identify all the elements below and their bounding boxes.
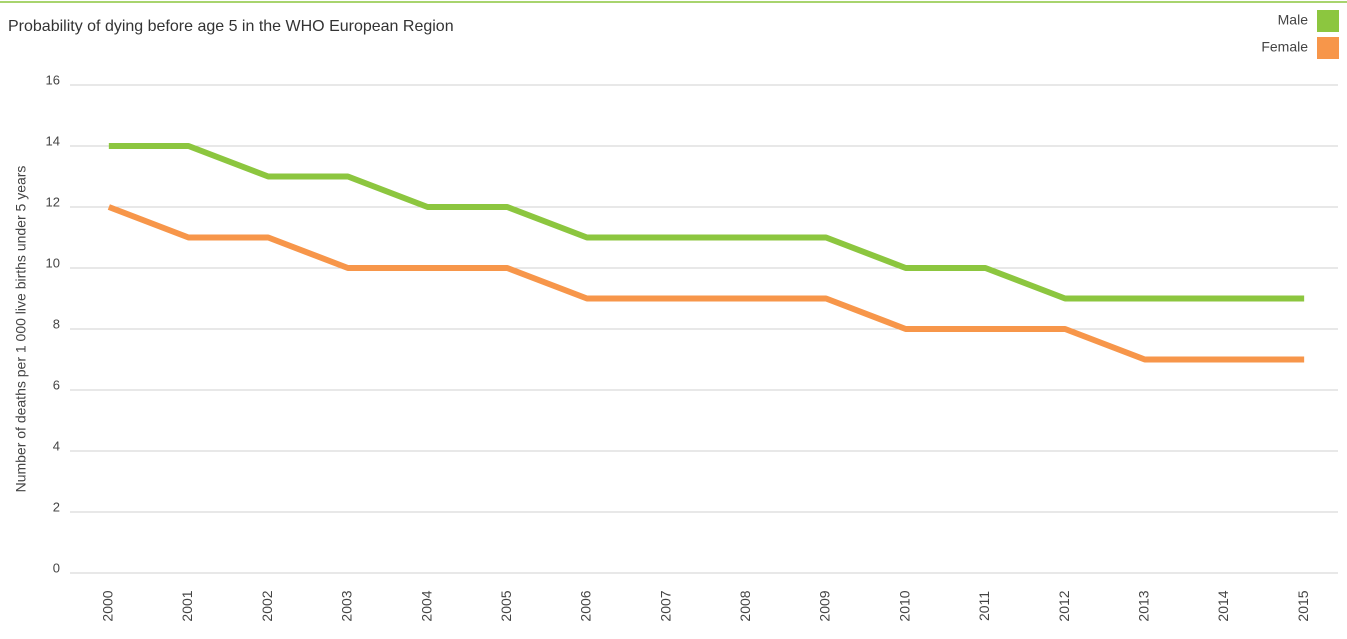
x-tick-label: 2005 [498,590,514,621]
y-tick-label: 6 [53,377,60,392]
y-axis-label: Number of deaths per 1 000 live births u… [13,166,29,493]
line-series [108,143,1305,302]
x-tick-label: 2001 [179,590,195,621]
x-tick-label: 2011 [976,591,992,621]
x-tick-label: 2006 [578,590,594,621]
x-tick-label: 2009 [817,590,833,621]
x-tick-label: 2010 [896,590,912,621]
legend-swatch [1317,37,1339,59]
y-tick-label: 10 [46,255,60,270]
x-tick-label: 2002 [259,590,275,621]
y-tick-label: 2 [53,499,60,514]
x-tick-label: 2014 [1215,590,1231,621]
legend-label: Male [1278,12,1309,28]
x-tick-label: 2004 [418,590,434,621]
legend-label: Female [1261,39,1308,55]
legend-swatch [1317,10,1339,32]
chart-title: Probability of dying before age 5 in the… [8,18,454,35]
y-tick-label: 4 [53,438,60,453]
x-tick-label: 2008 [737,590,753,621]
x-tick-label: 2012 [1056,590,1072,621]
x-tick-label: 2000 [100,590,116,621]
x-tick-label: 2013 [1135,590,1151,621]
y-tick-label: 0 [53,560,60,575]
y-tick-label: 16 [46,72,60,87]
line-series [107,204,1305,363]
y-tick-label: 14 [46,133,60,148]
x-tick-label: 2003 [339,590,355,621]
y-tick-label: 12 [46,194,60,209]
x-tick-label: 2007 [657,590,673,621]
y-tick-label: 8 [53,316,60,331]
x-tick-label: 2015 [1295,590,1311,621]
